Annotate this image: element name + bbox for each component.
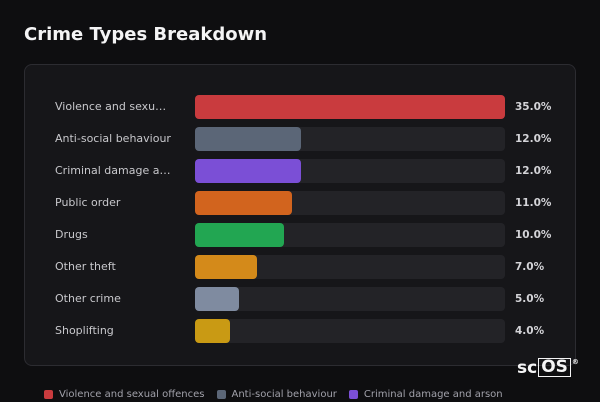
- bar-track: [195, 95, 505, 119]
- legend-item: Violence and sexual offences: [44, 386, 205, 402]
- legend-label: Anti-social behaviour: [231, 388, 337, 400]
- row-label: Other crime: [55, 292, 121, 305]
- legend-swatch: [348, 389, 358, 399]
- value-label: 5.0%: [515, 293, 545, 305]
- legend-item: Anti-social behaviour: [216, 386, 337, 402]
- bar-track: [195, 255, 505, 279]
- value-label: 35.0%: [515, 101, 552, 113]
- legend: Violence and sexual offences Anti-social …: [44, 386, 564, 402]
- bar: [195, 287, 240, 311]
- row-label: Public order: [55, 196, 121, 209]
- row-label: Other theft: [55, 260, 116, 273]
- row-label: Anti-social behaviour: [55, 132, 171, 145]
- bar: [195, 159, 302, 183]
- row-label: Violence and sexual offences: [55, 100, 171, 113]
- bar-track: [195, 287, 505, 311]
- chart-panel: Violence and sexual offences 35.0% Anti-so…: [24, 64, 576, 366]
- bar-track: [195, 159, 505, 183]
- row-label: Drugs: [55, 228, 88, 241]
- bar: [195, 223, 284, 247]
- legend-swatch: [216, 389, 226, 399]
- value-label: 12.0%: [515, 165, 552, 177]
- bar-track: [195, 191, 505, 215]
- bar-track: [195, 319, 505, 343]
- legend-label: Violence and sexual offences: [59, 388, 205, 400]
- bar: [195, 255, 257, 279]
- bar: [195, 191, 293, 215]
- value-label: 4.0%: [515, 325, 545, 337]
- brand-boxed: OS: [538, 358, 571, 377]
- brand-logo: sc OS ®: [517, 358, 579, 378]
- bar-track: [195, 223, 505, 247]
- bar: [195, 127, 302, 151]
- brand-prefix: sc: [517, 358, 538, 378]
- legend-label: Criminal damage and arson: [363, 388, 503, 400]
- row-label: Shoplifting: [55, 324, 114, 337]
- title: Crime Types Breakdown: [24, 24, 268, 45]
- value-label: 10.0%: [515, 229, 552, 241]
- legend-item: Criminal damage and arson: [348, 386, 503, 402]
- value-label: 7.0%: [515, 261, 545, 273]
- bar: [195, 319, 231, 343]
- brand-mark: ®: [571, 358, 579, 366]
- row-label: Criminal damage and arson: [55, 164, 171, 177]
- bar-track: [195, 127, 505, 151]
- value-label: 11.0%: [515, 197, 552, 209]
- value-label: 12.0%: [515, 133, 552, 145]
- bar: [195, 95, 505, 119]
- legend-swatch: [44, 389, 53, 399]
